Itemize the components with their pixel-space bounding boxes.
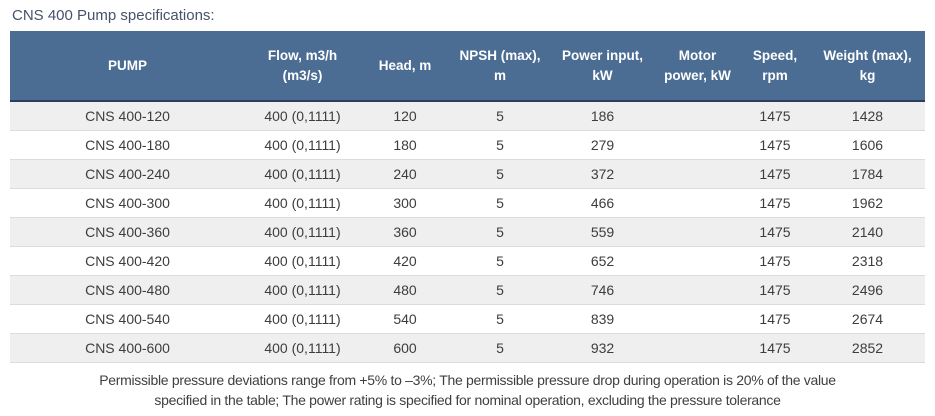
table-cell: 400 (0,1111): [245, 217, 360, 247]
table-cell: 400 (0,1111): [245, 333, 360, 363]
table-cell: CNS 400-600: [10, 333, 245, 363]
table-cell: 2318: [810, 246, 925, 276]
table-row: CNS 400-240 400 (0,1111) 240 5 372 1475 1784: [10, 159, 925, 189]
table-cell: 932: [550, 333, 655, 363]
table-cell: 1475: [740, 333, 810, 363]
column-header: Head, m: [360, 31, 450, 102]
table-cell: 400 (0,1111): [245, 101, 360, 131]
table-cell: CNS 400-300: [10, 188, 245, 218]
table-cell: 652: [550, 246, 655, 276]
table-cell: 2140: [810, 217, 925, 247]
table-cell: 400 (0,1111): [245, 159, 360, 189]
column-header: NPSH (max), m: [450, 31, 550, 102]
table-cell: 1962: [810, 188, 925, 218]
table-body: CNS 400-120 400 (0,1111) 120 5 186 1475 1428 CN…: [10, 101, 925, 363]
table-cell: [655, 188, 740, 218]
table-cell: 480: [360, 275, 450, 305]
table-row: CNS 400-360 400 (0,1111) 360 5 559 1475 2140: [10, 217, 925, 247]
table-cell: 1784: [810, 159, 925, 189]
table-cell: 746: [550, 275, 655, 305]
table-header: PUMP Flow, m3/h (m3/s) Head, m NPSH (max), …: [10, 31, 925, 102]
table-cell: [655, 130, 740, 160]
table-cell: 600: [360, 333, 450, 363]
column-header: Weight (max), kg: [810, 31, 925, 102]
table-cell: 5: [450, 188, 550, 218]
column-header: Power input, kW: [550, 31, 655, 102]
table-cell: 5: [450, 130, 550, 160]
table-cell: 372: [550, 159, 655, 189]
table-cell: 5: [450, 217, 550, 247]
table-cell: 400 (0,1111): [245, 130, 360, 160]
table-cell: [655, 246, 740, 276]
table-cell: 2852: [810, 333, 925, 363]
table-cell: 5: [450, 275, 550, 305]
table-cell: CNS 400-240: [10, 159, 245, 189]
table-cell: 1428: [810, 101, 925, 131]
table-cell: 2496: [810, 275, 925, 305]
column-header: Speed, rpm: [740, 31, 810, 102]
table-cell: 360: [360, 217, 450, 247]
table-cell: 1475: [740, 101, 810, 131]
table-cell: 400 (0,1111): [245, 246, 360, 276]
table-row: CNS 400-420 400 (0,1111) 420 5 652 1475 2318: [10, 246, 925, 276]
table-cell: [655, 333, 740, 363]
table-cell: 400 (0,1111): [245, 188, 360, 218]
table-cell: [655, 217, 740, 247]
table-cell: 1606: [810, 130, 925, 160]
table-row: CNS 400-120 400 (0,1111) 120 5 186 1475 1428: [10, 101, 925, 131]
page-title: CNS 400 Pump specifications:: [12, 7, 215, 24]
footnote: Permissible pressure deviations range fr…: [0, 370, 935, 410]
table-cell: 300: [360, 188, 450, 218]
table-cell: 2674: [810, 304, 925, 334]
table-cell: 540: [360, 304, 450, 334]
table-cell: 5: [450, 333, 550, 363]
table-cell: 1475: [740, 130, 810, 160]
table-cell: CNS 400-540: [10, 304, 245, 334]
table-cell: 1475: [740, 188, 810, 218]
column-header: Motor power, kW: [655, 31, 740, 102]
column-header: PUMP: [10, 31, 245, 102]
table-row: CNS 400-480 400 (0,1111) 480 5 746 1475 2496: [10, 275, 925, 305]
table-cell: CNS 400-180: [10, 130, 245, 160]
table-cell: 1475: [740, 304, 810, 334]
table-cell: 1475: [740, 246, 810, 276]
table-cell: 240: [360, 159, 450, 189]
table-cell: 400 (0,1111): [245, 275, 360, 305]
table-cell: 5: [450, 304, 550, 334]
table-cell: [655, 275, 740, 305]
footnote-line-1: Permissible pressure deviations range fr…: [99, 372, 836, 388]
table-cell: 5: [450, 246, 550, 276]
table-cell: 1475: [740, 217, 810, 247]
footnote-line-2: specified in the table; The power rating…: [154, 392, 781, 408]
table-cell: 839: [550, 304, 655, 334]
table-cell: 5: [450, 101, 550, 131]
table-cell: 180: [360, 130, 450, 160]
table-cell: 559: [550, 217, 655, 247]
table-cell: 420: [360, 246, 450, 276]
table-cell: 400 (0,1111): [245, 304, 360, 334]
table-cell: [655, 101, 740, 131]
table-cell: 5: [450, 159, 550, 189]
column-header: Flow, m3/h (m3/s): [245, 31, 360, 102]
table-cell: 1475: [740, 159, 810, 189]
table-row: CNS 400-540 400 (0,1111) 540 5 839 1475 2674: [10, 304, 925, 334]
table-row: CNS 400-180 400 (0,1111) 180 5 279 1475 1606: [10, 130, 925, 160]
table-cell: 1475: [740, 275, 810, 305]
table-cell: 120: [360, 101, 450, 131]
table-row: CNS 400-600 400 (0,1111) 600 5 932 1475 2852: [10, 333, 925, 363]
table-cell: CNS 400-420: [10, 246, 245, 276]
table-cell: CNS 400-480: [10, 275, 245, 305]
table-cell: CNS 400-120: [10, 101, 245, 131]
table-cell: 279: [550, 130, 655, 160]
header-row: PUMP Flow, m3/h (m3/s) Head, m NPSH (max), …: [10, 31, 925, 102]
table-cell: 186: [550, 101, 655, 131]
table-cell: CNS 400-360: [10, 217, 245, 247]
table-cell: [655, 159, 740, 189]
pump-spec-table: PUMP Flow, m3/h (m3/s) Head, m NPSH (max), …: [10, 31, 925, 363]
table-row: CNS 400-300 400 (0,1111) 300 5 466 1475 1962: [10, 188, 925, 218]
table-cell: 466: [550, 188, 655, 218]
table-cell: [655, 304, 740, 334]
